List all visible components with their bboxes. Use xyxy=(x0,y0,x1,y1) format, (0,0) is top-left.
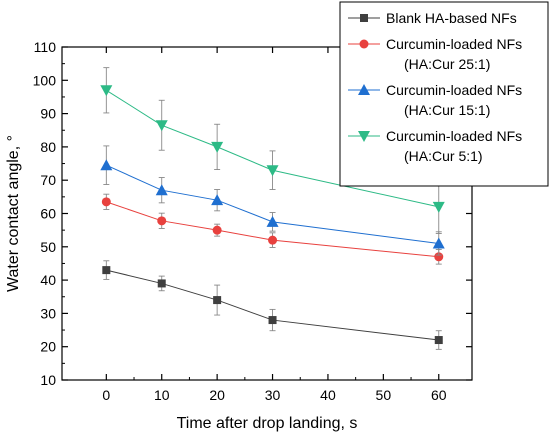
legend-label: Curcumin-loaded NFs xyxy=(386,128,522,144)
legend-item: Curcumin-loaded NFs (HA:Cur 15:1) xyxy=(348,82,522,118)
y-tick-label: 50 xyxy=(40,239,56,255)
x-tick-label: 10 xyxy=(154,387,170,403)
legend-label: Curcumin-loaded NFs xyxy=(386,82,522,98)
legend-marker xyxy=(360,14,368,22)
series-group xyxy=(100,145,445,256)
data-point xyxy=(102,266,111,275)
y-tick-label: 20 xyxy=(40,339,56,355)
data-point xyxy=(213,296,222,305)
data-point xyxy=(100,85,113,97)
data-point xyxy=(212,225,222,235)
legend-marker xyxy=(359,39,369,49)
legend-label: Curcumin-loaded NFs xyxy=(386,36,522,52)
data-point xyxy=(266,215,279,227)
legend: Blank HA-based NFs Curcumin-loaded NFs (HA… xyxy=(339,1,549,187)
data-point xyxy=(157,279,166,288)
x-tick-label: 40 xyxy=(320,387,336,403)
data-point xyxy=(434,252,444,262)
series-group xyxy=(100,67,445,234)
data-point xyxy=(434,336,443,345)
legend-item: Curcumin-loaded NFs (HA:Cur 5:1) xyxy=(348,128,522,164)
data-point xyxy=(155,120,168,132)
data-point xyxy=(268,235,278,245)
x-tick-label: 50 xyxy=(376,387,392,403)
y-tick-label: 40 xyxy=(40,272,56,288)
data-point xyxy=(157,216,167,226)
y-tick-label: 80 xyxy=(40,139,56,155)
series-group xyxy=(101,193,444,265)
x-axis-title: Time after drop landing, s xyxy=(177,415,358,432)
data-point xyxy=(101,197,111,207)
data-point xyxy=(211,194,224,206)
data-point xyxy=(155,184,168,196)
series-layer xyxy=(100,67,445,350)
y-tick-label: 70 xyxy=(40,172,56,188)
legend-label: Blank HA-based NFs xyxy=(386,10,517,26)
x-tick-label: 20 xyxy=(209,387,225,403)
legend-label: (HA:Cur 25:1) xyxy=(404,56,490,72)
legend-label: (HA:Cur 5:1) xyxy=(404,148,483,164)
x-tick-label: 60 xyxy=(431,387,447,403)
data-point xyxy=(268,316,277,325)
data-point xyxy=(211,141,224,153)
data-point xyxy=(432,201,445,213)
legend-item: Blank HA-based NFs xyxy=(348,10,517,26)
y-axis: 10 20 30 40 50 60 70 80 90 100 110 xyxy=(33,39,472,388)
y-tick-label: 90 xyxy=(40,106,56,122)
data-point xyxy=(100,159,113,171)
y-tick-label: 110 xyxy=(34,39,57,55)
x-tick-label: 30 xyxy=(265,387,281,403)
legend-box xyxy=(339,1,549,187)
data-point xyxy=(266,165,279,177)
x-tick-label: 0 xyxy=(102,387,110,403)
y-tick-label: 10 xyxy=(40,372,56,388)
series-group xyxy=(102,260,443,350)
data-point xyxy=(432,237,445,249)
legend-marker xyxy=(358,84,370,95)
legend-item: Curcumin-loaded NFs (HA:Cur 25:1) xyxy=(348,36,522,72)
y-tick-label: 60 xyxy=(40,206,56,222)
legend-marker xyxy=(358,131,370,142)
x-axis: 0 10 20 30 40 50 60 xyxy=(102,47,447,403)
y-axis-title: Water contact angle, ° xyxy=(5,135,22,292)
legend-label: (HA:Cur 15:1) xyxy=(404,102,490,118)
y-tick-label: 100 xyxy=(33,72,57,88)
y-tick-label: 30 xyxy=(40,305,56,321)
